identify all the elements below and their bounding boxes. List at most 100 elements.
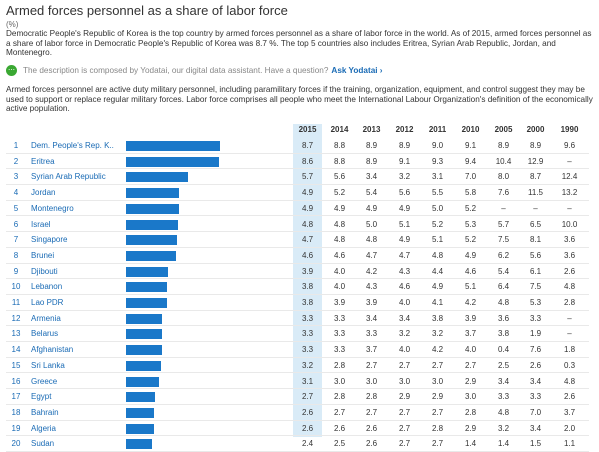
row-divider (6, 246, 589, 248)
value-cell-2000: 5.6 (529, 250, 542, 260)
table-row: 17 Egypt 2.7 2.8 2.8 2.9 2.9 3.0 3.3 3.3 2.6 (0, 389, 599, 405)
table-row: 4 Jordan 4.9 5.2 5.4 5.6 5.5 5.8 7.6 11.5 13.2 (0, 185, 599, 201)
value-cell-2011: 4.8 (431, 250, 444, 260)
country-link[interactable]: Lebanon (31, 282, 63, 292)
value-cell-2000: 11.5 (528, 188, 543, 198)
value-bar (126, 188, 179, 199)
country-link[interactable]: Jordan (31, 188, 56, 198)
value-cell-2005: 8.0 (497, 172, 510, 182)
value-bar (126, 141, 220, 151)
value-cell-2005: – (501, 203, 506, 213)
value-cell-2015: 4.6 (301, 250, 314, 260)
value-cell-2013: 3.9 (365, 298, 378, 307)
value-cell-1990: 1.8 (563, 345, 576, 355)
value-cell-2005: 4.8 (497, 298, 510, 307)
value-cell-2000: 3.3 (529, 392, 542, 402)
value-cell-2005: 6.2 (497, 250, 510, 260)
value-cell-2015: 2.6 (301, 423, 314, 433)
value-cell-2014: 4.0 (333, 282, 346, 292)
country-link[interactable]: Bahrain (31, 407, 59, 417)
country-link[interactable]: Syrian Arab Republic (31, 172, 106, 182)
value-cell-1990: 3.6 (563, 235, 576, 245)
value-cell-2012: 2.7 (398, 407, 411, 417)
value-cell-2012: 9.1 (398, 156, 411, 166)
rank-number: 17 (11, 392, 21, 402)
value-cell-2013: 4.7 (365, 250, 378, 260)
year-header-1990[interactable]: 1990 (560, 125, 579, 134)
value-cell-2000: 8.1 (529, 235, 542, 245)
value-bar (126, 266, 169, 277)
value-cell-1990: – (567, 156, 572, 166)
value-cell-2013: 4.2 (365, 266, 378, 276)
value-cell-1990: 4.8 (563, 282, 576, 292)
value-cell-2011: 2.7 (431, 439, 444, 449)
value-cell-2012: 4.7 (398, 250, 411, 260)
row-divider (6, 278, 589, 280)
rank-number: 5 (13, 203, 19, 213)
value-cell-2015: 5.7 (301, 172, 314, 182)
country-link[interactable]: Singapore (31, 235, 68, 245)
value-cell-1990: 9.6 (563, 141, 576, 150)
value-cell-2012: 3.0 (398, 376, 411, 386)
value-cell-2011: 2.8 (431, 423, 444, 433)
country-link[interactable]: Algeria (31, 423, 56, 433)
country-link[interactable]: Belarus (31, 329, 59, 339)
country-link[interactable]: Sudan (31, 439, 55, 449)
year-header-2015[interactable]: 2015 (298, 125, 317, 134)
value-cell-2011: 5.0 (431, 203, 444, 213)
value-cell-2012: 4.0 (398, 345, 411, 355)
value-cell-2005: 3.2 (497, 423, 510, 433)
value-cell-2010: 5.2 (464, 203, 477, 213)
country-link[interactable]: Israel (31, 219, 51, 229)
year-header-2010[interactable]: 2010 (461, 125, 480, 134)
year-header-2000[interactable]: 2000 (526, 125, 545, 134)
value-cell-2011: 5.5 (431, 188, 444, 198)
value-cell-2010: 5.1 (464, 282, 477, 292)
table-row: 6 Israel 4.8 4.8 5.0 5.1 5.2 5.3 5.7 6.5 10.0 (0, 217, 599, 233)
country-link[interactable]: Afghanistan (31, 345, 74, 355)
value-cell-2000: 3.4 (529, 376, 542, 386)
value-cell-2015: 3.9 (301, 266, 314, 276)
value-cell-2005: 7.5 (497, 235, 510, 245)
country-link[interactable]: Lao PDR (31, 298, 64, 307)
value-cell-2000: 3.3 (529, 313, 542, 323)
country-link[interactable]: Montenegro (31, 203, 74, 213)
country-link[interactable]: Djibouti (31, 266, 58, 276)
value-cell-2010: 1.4 (464, 439, 477, 449)
value-cell-1990: 10.0 (561, 219, 578, 229)
value-cell-2011: 3.0 (431, 376, 444, 386)
year-header-2012[interactable]: 2012 (395, 125, 414, 134)
country-link[interactable]: Armenia (31, 313, 61, 323)
value-cell-2012: 3.2 (398, 172, 411, 182)
country-link[interactable]: Eritrea (31, 156, 55, 166)
value-cell-2014: 3.3 (333, 313, 346, 323)
value-cell-2015: 3.8 (301, 282, 314, 292)
highlight-column-2015 (293, 124, 322, 437)
table-row: 11 Lao PDR 3.8 3.9 3.9 4.0 4.1 4.2 4.8 5.3 2.8 (0, 295, 599, 311)
value-cell-1990: 1.1 (563, 439, 576, 449)
country-link[interactable]: Egypt (31, 392, 52, 402)
table-row: 8 Brunei 4.6 4.6 4.7 4.7 4.8 4.9 6.2 5.6 3.6 (0, 248, 599, 264)
year-header-2014[interactable]: 2014 (330, 125, 349, 134)
row-divider (6, 231, 589, 233)
country-link[interactable]: Dem. People's Rep. K.. (31, 141, 114, 150)
country-link[interactable]: Sri Lanka (31, 360, 65, 370)
value-cell-2015: 8.6 (301, 156, 314, 166)
value-cell-2005: 2.5 (497, 360, 510, 370)
value-bar (126, 250, 176, 261)
value-bar (126, 376, 160, 387)
value-bar (126, 345, 162, 356)
country-link[interactable]: Greece (31, 376, 58, 386)
value-cell-2000: 8.9 (529, 141, 542, 150)
ask-yodatai-link[interactable]: Ask Yodatai › (331, 65, 383, 75)
year-header-2005[interactable]: 2005 (494, 125, 513, 134)
value-cell-1990: – (567, 313, 572, 323)
table-row: 1 Dem. People's Rep. K.. 8.7 8.8 8.9 8.9 9.0 9.… (0, 138, 599, 154)
country-link[interactable]: Brunei (31, 250, 55, 260)
rank-number: 9 (13, 266, 19, 276)
year-header-2013[interactable]: 2013 (362, 125, 381, 134)
value-cell-2014: 2.6 (333, 423, 346, 433)
value-cell-2013: 5.4 (365, 188, 378, 198)
value-cell-2010: 3.0 (464, 392, 477, 402)
year-header-2011[interactable]: 2011 (428, 125, 447, 134)
